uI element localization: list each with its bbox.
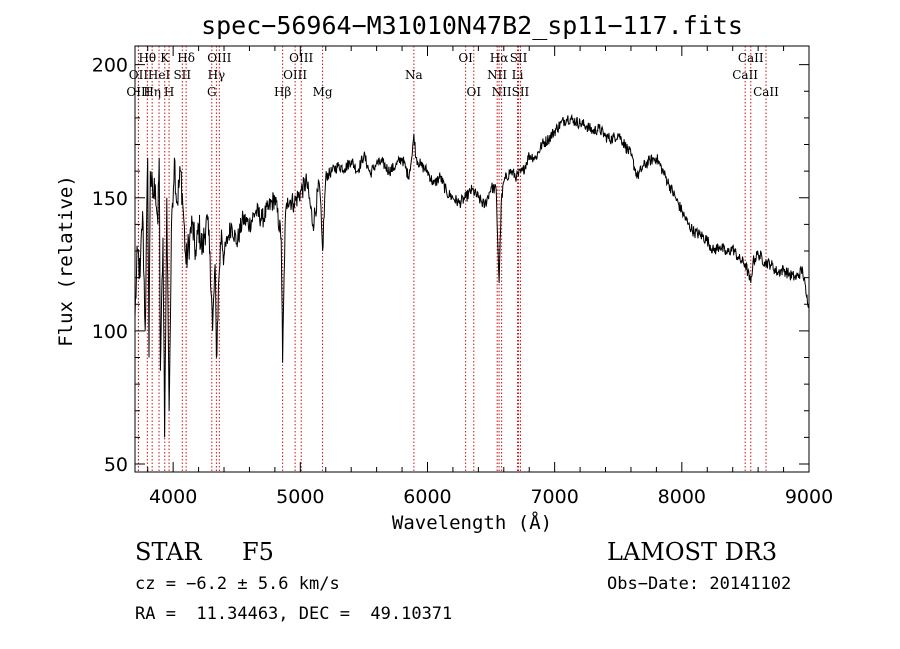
redshift-cz: cz = −6.2 ± 5.6 km/s [135,574,340,594]
spectral-line-markers [137,46,767,472]
spectrum-series-line [134,113,810,438]
object-subclass: F5 [242,538,274,566]
spectral-line-label: Hδ [177,51,195,65]
spectral-line-label: CaII [753,85,779,99]
spectral-line-label: G [207,85,217,99]
spectral-line-label: NII [487,68,507,82]
spectral-line-label: Mg [313,85,333,99]
spectral-line-label: Hη [143,85,161,99]
x-tick-label: 7000 [530,486,578,508]
spectral-line-label: SII [510,51,528,65]
spectral-line-label: CaII [738,51,764,65]
spectral-line-label: Hθ [138,51,156,65]
spectral-line-label: Hβ [274,85,291,99]
spectral-line-label: K [160,51,170,65]
sky-coordinates: RA = 11.34463, DEC = 49.10371 [135,604,453,624]
x-tick-label: 4000 [149,486,197,508]
y-tick-label: 150 [92,188,128,210]
chart-title: spec−56964−M31010N47B2_sp11−117.fits [201,11,743,40]
y-axis-label: Flux (relative) [55,175,77,347]
x-axis: 4000 5000 6000 7000 8000 9000 [147,46,833,508]
y-axis: 50 100 150 200 [92,55,809,476]
spectral-line-label: Li [512,68,524,82]
y-tick-label: 200 [92,55,128,77]
spectral-line-label: OIII [283,68,307,82]
y-tick-label: 50 [104,454,128,476]
spectral-line-label: OIII [126,85,150,99]
spectral-line-label: SII [173,68,191,82]
x-tick-label: 5000 [276,486,324,508]
spectral-line-label: Hγ [208,68,226,82]
x-tick-label: 6000 [403,486,451,508]
spectral-line-label: OI [458,51,473,65]
spectral-line-label: OIII [207,51,231,65]
spectral-line-label: H [164,85,174,99]
x-tick-label: 9000 [785,486,833,508]
spectral-line-label: HeI [148,68,171,82]
spectral-line-label: Na [405,68,423,82]
plot-frame [134,45,810,473]
spectral-line-label: NII [492,85,512,99]
spectral-line-label: SII [512,85,530,99]
spectral-line-label: CaII [732,68,758,82]
spectral-line-label: OII [129,68,149,82]
observation-date: Obs−Date: 20141102 [607,574,792,594]
x-tick-label: 8000 [658,486,706,508]
y-tick-label: 100 [92,321,128,343]
spectral-line-label: OI [466,85,481,99]
spectral-line-label: OIII [289,51,313,65]
survey-name: LAMOST DR3 [607,538,778,566]
spectral-line-label: Hα [490,51,509,65]
x-axis-label: Wavelength (Å) [392,511,552,534]
spectral-line-labels: Hθ OII OIII K HeI Hη Hδ SII H OIII Hγ G Hβ OIII OIII Mg… [126,51,779,99]
object-class: STAR [135,538,202,566]
